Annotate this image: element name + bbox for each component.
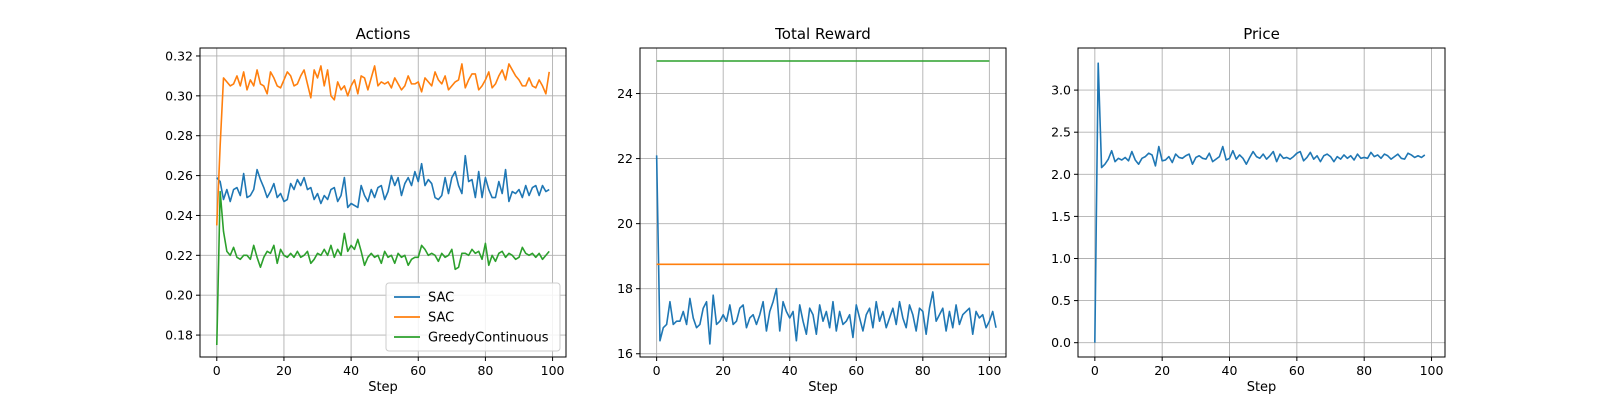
- chart-panel-1: 0 20 40 60 80 100 0.18 0.20 0.22 0.24 0.26 0.28 0.30…: [165, 25, 567, 395]
- y-tick-label: 0.28: [165, 128, 193, 143]
- chart-title: Total Reward: [774, 25, 871, 43]
- x-tick-label: 100: [977, 363, 1001, 378]
- x-tick-label: 20: [1154, 363, 1170, 378]
- x-tick-label: 80: [915, 363, 931, 378]
- legend: SAC SAC GreedyContinuous: [385, 282, 561, 352]
- y-tick-label: 20: [617, 216, 633, 231]
- y-tick-label: 1.5: [1051, 209, 1071, 224]
- x-tick-label: 0: [1091, 363, 1099, 378]
- y-tick-label: 0.0: [1051, 335, 1071, 350]
- series-line-2: [215, 63, 551, 226]
- x-axis-label: Step: [808, 380, 838, 395]
- x-axis-label: Step: [368, 380, 398, 395]
- chart-panel-2: 0 20 40 60 80 100 16 18 20 22 24 Total Reward Step: [617, 25, 1007, 395]
- y-tick-label: 22: [617, 151, 633, 166]
- y-tick-label: 0.22: [165, 248, 193, 263]
- plot-frame: [1077, 47, 1446, 358]
- y-tick-label: 0.5: [1051, 293, 1071, 308]
- x-tick-label: 60: [1289, 363, 1305, 378]
- series-line-1: [216, 154, 550, 209]
- y-tick-label: 0.18: [165, 328, 193, 343]
- x-tick-label: 100: [541, 363, 565, 378]
- y-tick-label: 0.26: [165, 168, 193, 183]
- x-tick-label: 40: [782, 363, 798, 378]
- series-line-3: [215, 190, 550, 346]
- plot-frame: [639, 47, 1007, 358]
- y-tick-label: 24: [617, 86, 633, 101]
- x-tick-label: 0: [653, 363, 661, 378]
- x-tick-label: 0: [213, 363, 221, 378]
- plot-frame: [199, 47, 567, 358]
- y-tick-label: 0.24: [165, 208, 193, 223]
- x-tick-label: 20: [715, 363, 731, 378]
- y-tick-label: 18: [617, 281, 633, 296]
- y-tick-label: 3.0: [1051, 83, 1071, 98]
- x-tick-label: 60: [410, 363, 426, 378]
- legend-entry-label: GreedyContinuous: [428, 331, 549, 346]
- y-tick-label: 16: [617, 346, 633, 361]
- y-tick-label: 0.20: [165, 288, 193, 303]
- x-tick-label: 40: [343, 363, 359, 378]
- y-tick-label: 1.0: [1051, 251, 1071, 266]
- x-tick-label: 100: [1420, 363, 1444, 378]
- y-tick-label: 0.32: [165, 48, 193, 63]
- legend-entry-label: SAC: [428, 291, 454, 306]
- x-tick-label: 40: [1222, 363, 1238, 378]
- legend-entry-label: SAC: [428, 311, 454, 326]
- chart-title: Actions: [356, 25, 411, 43]
- legend-box: [385, 282, 561, 352]
- y-tick-label: 2.5: [1051, 125, 1071, 140]
- series-line-1: [1094, 62, 1426, 343]
- x-axis-label: Step: [1247, 380, 1277, 395]
- chart-panel-3: 0 20 40 60 80 100 0.0 0.5 1.0 1.5 2.0 2.5 3.0 Price St…: [1051, 25, 1446, 395]
- x-tick-label: 60: [848, 363, 864, 378]
- x-tick-label: 80: [477, 363, 493, 378]
- x-tick-label: 80: [1356, 363, 1372, 378]
- y-tick-label: 0.30: [165, 88, 193, 103]
- x-tick-label: 20: [276, 363, 292, 378]
- y-tick-label: 2.0: [1051, 167, 1071, 182]
- chart-title: Price: [1243, 25, 1280, 43]
- series-line-1: [655, 155, 997, 345]
